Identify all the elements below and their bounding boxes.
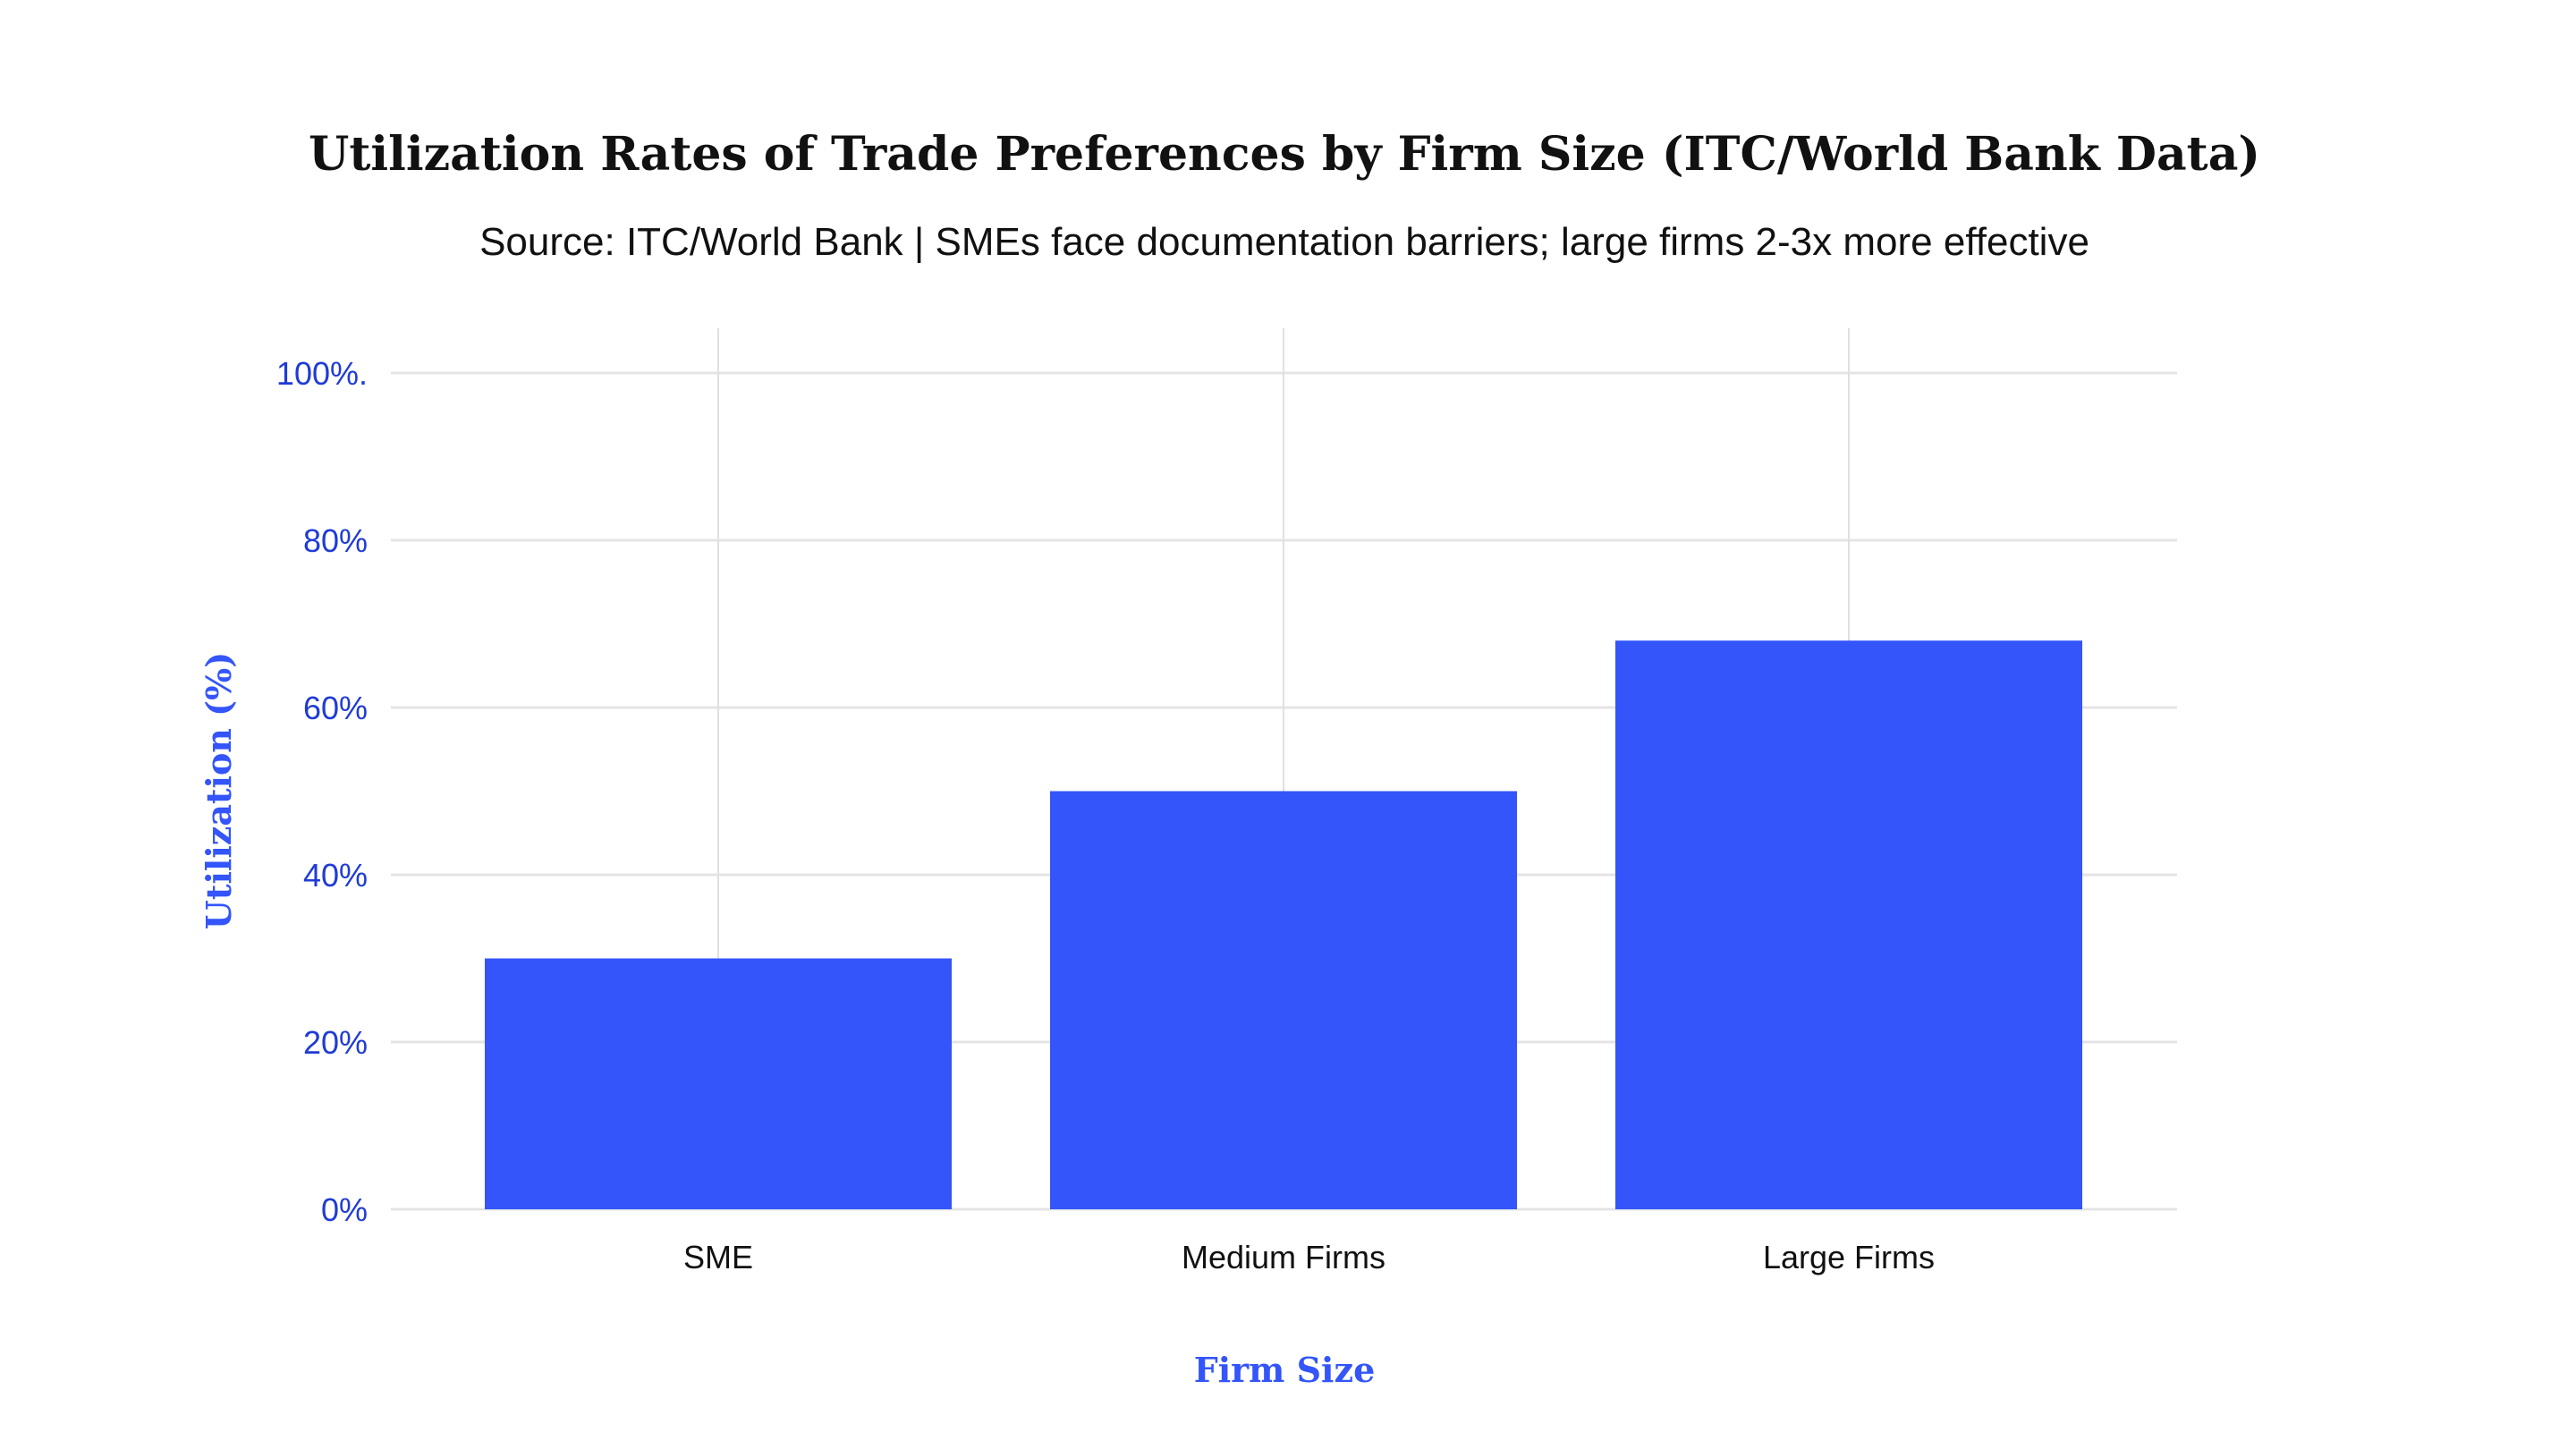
x-axis-title: Firm Size [1194,1350,1376,1390]
bar-medium-firms [1050,791,1517,1209]
x-tick-label: Large Firms [1763,1239,1935,1275]
chart-title: Utilization Rates of Trade Preferences b… [309,127,2260,182]
bar-large-firms [1615,640,2082,1209]
bars [485,640,2082,1209]
y-tick-labels: 0% 20% 40% 60% 80% 100%. [276,355,368,1228]
y-tick-label: 0% [321,1191,368,1228]
y-tick-label: 60% [303,690,368,726]
x-tick-labels: SME Medium Firms Large Firms [683,1239,1935,1275]
y-tick-label: 100%. [276,355,368,392]
y-tick-label: 40% [303,857,368,894]
x-tick-label: SME [683,1239,753,1275]
y-tick-label: 20% [303,1024,368,1061]
bar-sme [485,958,952,1209]
chart-subtitle: Source: ITC/World Bank | SMEs face docum… [479,220,2089,264]
y-tick-label: 80% [303,522,368,559]
x-tick-label: Medium Firms [1182,1239,1385,1275]
y-axis-title: Utilization (%) [199,652,239,929]
